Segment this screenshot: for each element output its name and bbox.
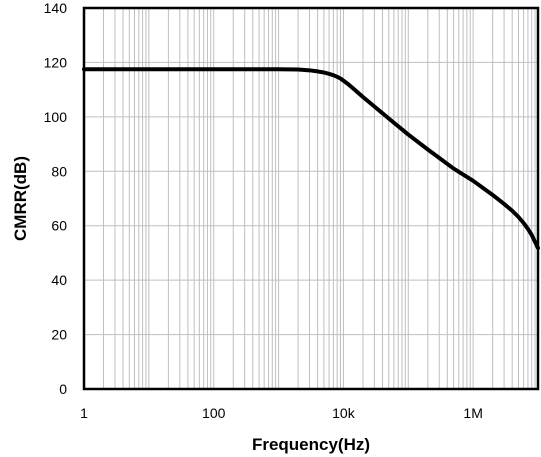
y-tick-label: 0 [59, 381, 67, 397]
x-tick-label: 10k [332, 405, 356, 421]
x-tick-label: 1 [80, 405, 88, 421]
y-tick-label: 40 [51, 272, 67, 288]
grid-layer [84, 8, 538, 389]
y-tick-label: 140 [44, 0, 68, 16]
y-tick-label: 80 [51, 163, 67, 179]
y-tick-label: 20 [51, 327, 67, 343]
plot-frame [82, 6, 540, 391]
y-axis-title: CMRR(dB) [11, 156, 30, 241]
cmrr-series-line [82, 67, 540, 251]
y-tick-label: 120 [44, 54, 68, 70]
x-axis-title: Frequency(Hz) [252, 435, 370, 454]
series-layer [82, 67, 540, 251]
x-tick-label: 100 [202, 405, 226, 421]
y-tick-label: 100 [44, 109, 68, 125]
x-tick-label: 1M [463, 405, 482, 421]
label-layer: 0 20 40 60 80 100 120 140 1 100 10k 1M [44, 0, 483, 421]
y-tick-label: 60 [51, 218, 67, 234]
axis-layer [82, 6, 540, 391]
